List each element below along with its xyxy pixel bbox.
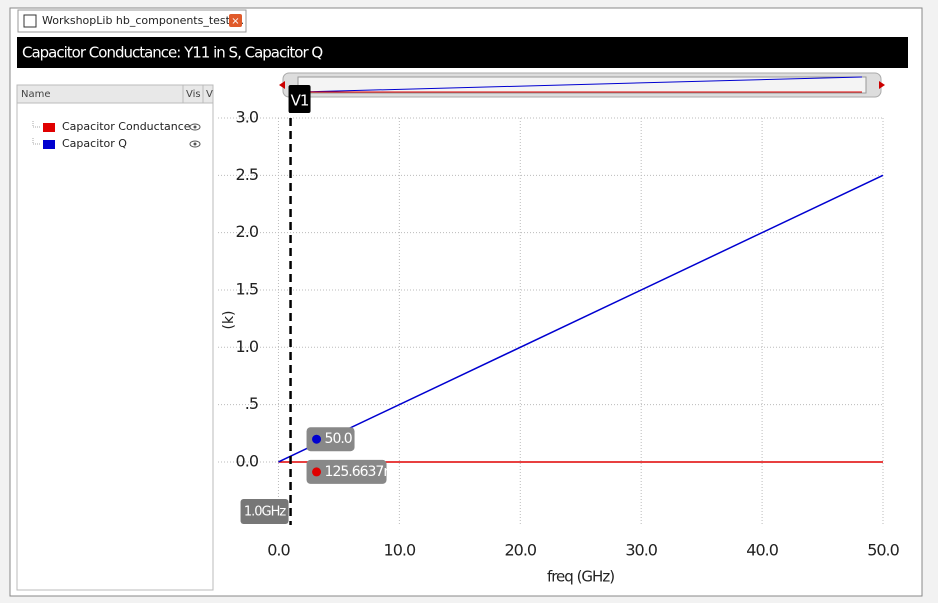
marker-tag — [288, 85, 311, 113]
marker-label: V1 — [291, 92, 309, 110]
legend-swatch — [43, 123, 55, 132]
browser-header — [16, 84, 214, 104]
point-callout — [306, 427, 355, 452]
legend-swatch — [43, 140, 55, 149]
y-tick-label: .5 — [245, 394, 258, 413]
eye-pupil — [193, 142, 197, 146]
x-tick-label: 0.0 — [267, 541, 290, 560]
x-axis-label: freq (GHz) — [547, 568, 614, 586]
marker-point — [312, 467, 322, 477]
browser-panel — [16, 84, 214, 591]
x-tick-label: 10.0 — [384, 541, 416, 560]
point-label: 50.0 — [325, 431, 352, 447]
plot: 0.0 .5 1.0 1.5 2.0 2.5 3.0 0.0 10.0 20.0 30.0 40.0 5… — [218, 85, 901, 586]
x-tick-label: 50.0 — [867, 541, 899, 560]
column-header[interactable]: V — [206, 89, 213, 100]
y-tick-label: 2.5 — [236, 165, 258, 184]
x-tick-label: 40.0 — [746, 541, 778, 560]
marker-x-label: 1.0GHz — [244, 505, 287, 520]
panel-title: Capacitor Conductance: Y11 in S, Capacit… — [22, 44, 322, 62]
y-tick-label: 2.0 — [236, 222, 259, 241]
tab-icon — [23, 14, 37, 28]
y-tick-label: 3.0 — [236, 108, 259, 127]
tree-connector — [32, 121, 40, 128]
series-line — [278, 174, 884, 463]
close-icon: × — [231, 16, 239, 27]
tab-close[interactable] — [229, 14, 242, 27]
tree-connector — [32, 138, 40, 145]
y-tick-label: 1.5 — [236, 279, 258, 298]
eye-pupil — [193, 125, 197, 129]
y-tick-label: 1.0 — [236, 337, 259, 356]
tab[interactable] — [17, 9, 247, 33]
y-axis-label: (k) — [221, 310, 237, 329]
scroll-left[interactable] — [279, 81, 285, 89]
panel-title-bar — [17, 37, 908, 68]
legend: Capacitor Conductance Capacitor Q — [32, 120, 201, 150]
marker-x-tag — [240, 499, 289, 524]
legend-label: Capacitor Conductance — [62, 120, 191, 133]
column-header[interactable]: Name — [21, 89, 51, 100]
point-label: 125.6637m — [325, 464, 397, 480]
legend-label: Capacitor Q — [62, 137, 127, 150]
x-tick-label: 30.0 — [625, 541, 657, 560]
column-header[interactable]: Vis — [186, 89, 201, 100]
scroll-right[interactable] — [879, 81, 885, 89]
marker-point — [312, 434, 322, 444]
x-tick-label: 20.0 — [504, 541, 536, 560]
tab-title: WorkshopLib hb_components_test ... — [42, 14, 244, 27]
plot-area — [218, 118, 883, 525]
y-tick-label: 0.0 — [236, 451, 259, 470]
point-callout — [306, 459, 387, 484]
overview-line — [299, 76, 863, 93]
